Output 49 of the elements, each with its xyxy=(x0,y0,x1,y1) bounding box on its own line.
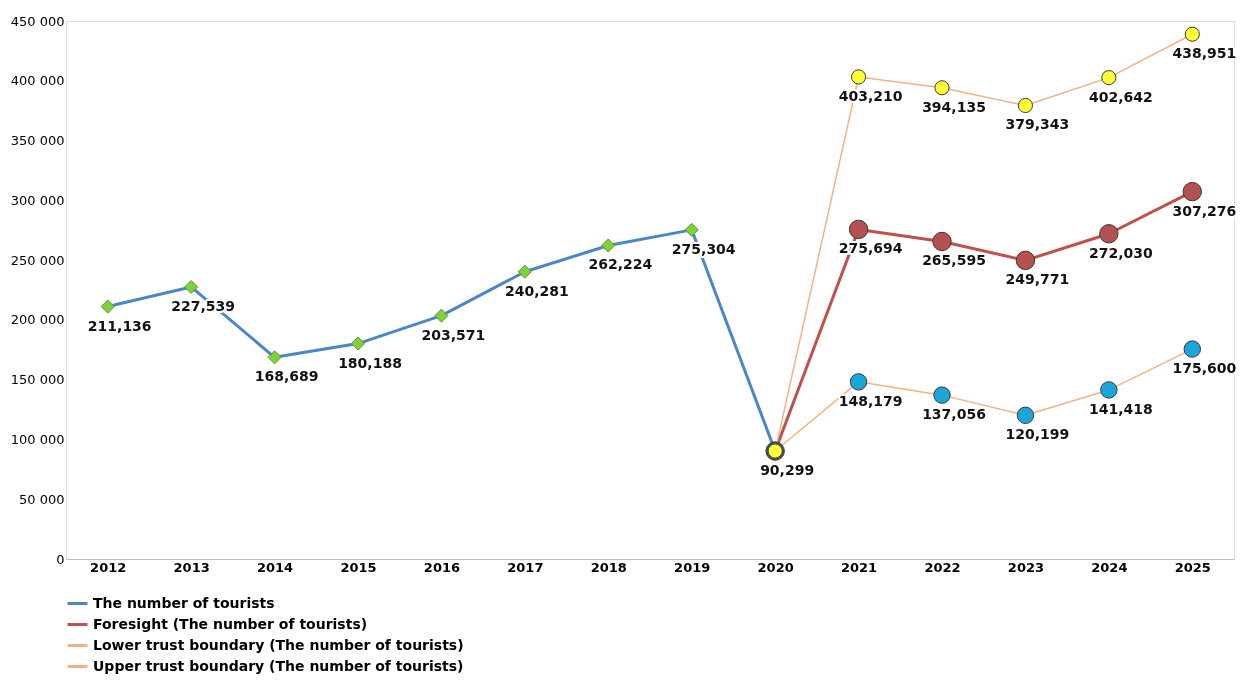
x-tick-label: 2013 xyxy=(173,559,210,575)
y-tick-label: 0 xyxy=(56,551,65,567)
y-tick-label: 150 000 xyxy=(10,372,65,388)
data-label: 203,571 xyxy=(421,326,486,343)
x-tick-label: 2014 xyxy=(256,559,294,575)
x-tick-label: 2017 xyxy=(507,559,544,575)
data-label: 180,188 xyxy=(338,354,402,371)
data-label: 403,210 xyxy=(838,87,903,104)
legend-label: Lower trust boundary (The number of tourists) xyxy=(93,636,464,653)
data-label: 249,771 xyxy=(1005,271,1070,288)
data-label: 211,136 xyxy=(87,317,152,334)
data-label: 137,056 xyxy=(922,406,986,423)
y-tick-label: 200 000 xyxy=(10,312,65,328)
data-label: 240,281 xyxy=(504,282,569,299)
x-tick-label: 2016 xyxy=(423,559,461,575)
y-tick-label: 350 000 xyxy=(10,133,65,149)
y-tick-label: 100 000 xyxy=(10,431,65,447)
data-label: 379,343 xyxy=(1005,116,1070,133)
data-label: 141,418 xyxy=(1088,400,1153,417)
data-label: 175,600 xyxy=(1172,360,1237,377)
data-label: 438,951 xyxy=(1172,45,1237,62)
data-label: 307,276 xyxy=(1172,202,1237,219)
x-tick-label: 2015 xyxy=(340,559,377,575)
x-tick-label: 2020 xyxy=(757,559,794,575)
y-tick-label: 400 000 xyxy=(10,73,65,89)
data-label: 265,595 xyxy=(922,252,986,269)
y-tick-label: 250 000 xyxy=(10,252,65,268)
data-label: 262,224 xyxy=(588,256,653,273)
y-tick-label: 50 000 xyxy=(19,491,65,507)
legend-label: The number of tourists xyxy=(93,594,275,611)
data-label: 120,199 xyxy=(1005,426,1070,443)
legend-label: Foresight (The number of tourists) xyxy=(93,615,368,632)
x-tick-label: 2024 xyxy=(1091,559,1128,575)
data-label: 272,030 xyxy=(1088,244,1153,261)
y-tick-label: 450 000 xyxy=(10,13,65,29)
x-tick-label: 2025 xyxy=(1174,559,1211,575)
data-label: 168,689 xyxy=(254,368,319,385)
x-tick-label: 2018 xyxy=(590,559,627,575)
x-tick-label: 2012 xyxy=(90,559,127,575)
data-label: 90,299 xyxy=(760,462,815,479)
y-tick-label: 300 000 xyxy=(10,192,65,208)
x-tick-label: 2021 xyxy=(840,559,878,575)
legend-label: Upper trust boundary (The number of tourists) xyxy=(93,657,464,674)
data-label: 394,135 xyxy=(922,98,986,115)
x-tick-label: 2022 xyxy=(924,559,961,575)
x-tick-label: 2019 xyxy=(674,559,711,575)
data-label: 402,642 xyxy=(1088,88,1153,105)
data-label: 148,179 xyxy=(838,392,903,409)
x-tick-label: 2023 xyxy=(1007,559,1045,575)
